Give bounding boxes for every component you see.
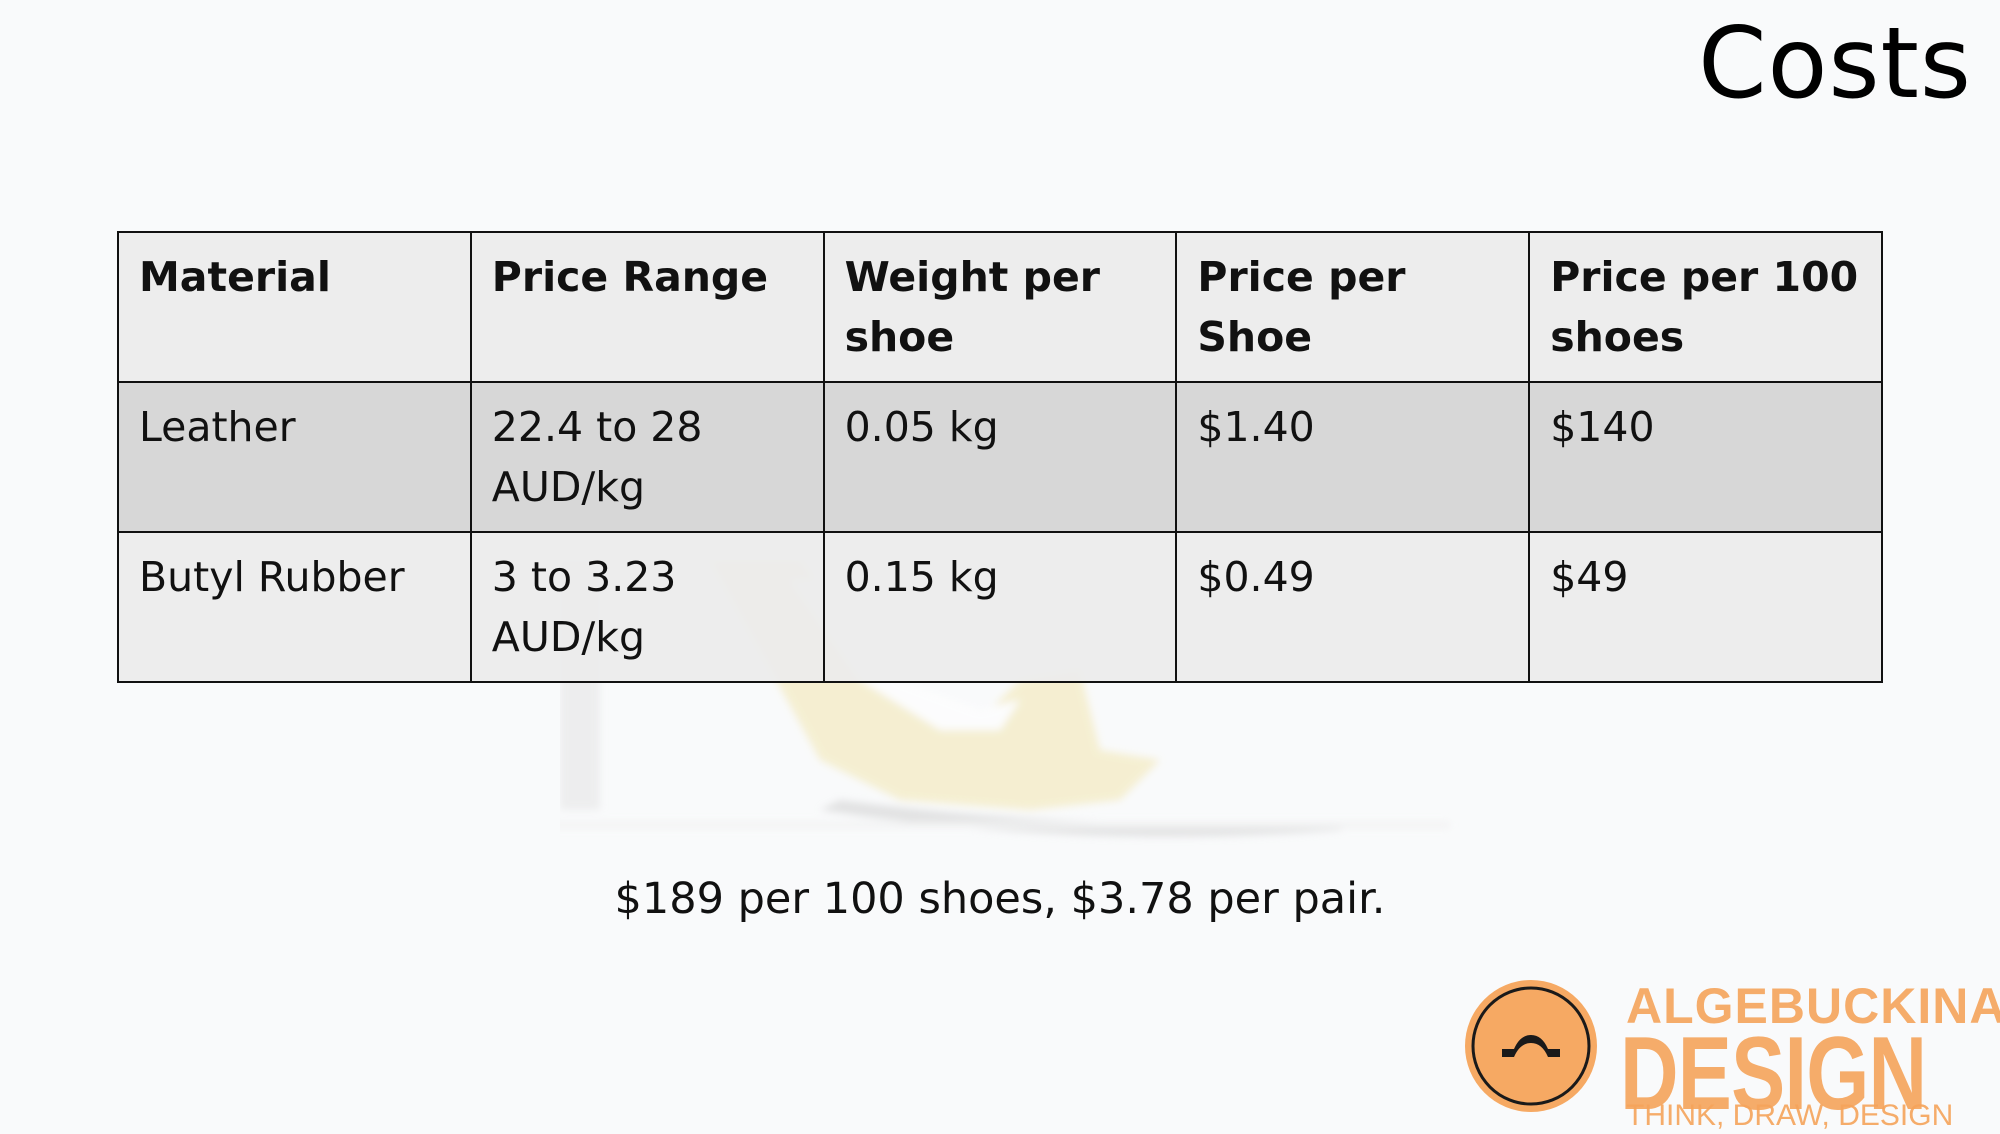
cell-price-per-100: $49 (1528, 531, 1883, 683)
logo-design: DESIGN (1620, 1016, 1927, 1132)
slide-title: Costs (1698, 7, 1972, 121)
cell-weight: 0.05 kg (822, 381, 1178, 533)
cell-price-range: 3 to 3.23 AUD/kg (469, 531, 825, 683)
cell-price-per-100: $140 (1528, 381, 1883, 533)
cost-summary: $189 per 100 shoes, $3.78 per pair. (614, 874, 1386, 924)
shoe-heel-icon (1465, 980, 1597, 1112)
cell-price-range: 22.4 to 28 AUD/kg (469, 381, 825, 533)
table-row: Butyl Rubber 3 to 3.23 AUD/kg 0.15 kg $0… (117, 531, 1883, 683)
cost-table: Material Price Range Weight per shoe Pri… (117, 231, 1883, 683)
table-row: Leather 22.4 to 28 AUD/kg 0.05 kg $1.40 … (117, 381, 1883, 533)
header-material: Material (117, 231, 472, 383)
header-price-range: Price Range (469, 231, 825, 383)
company-logo: ALGEBUCKINA DESIGN THINK, DRAW, DESIGN (1460, 925, 2000, 1132)
header-price-per-shoe: Price per Shoe (1175, 231, 1531, 383)
logo-name: ALGEBUCKINA (1626, 978, 2000, 1034)
table-header-row: Material Price Range Weight per shoe Pri… (117, 231, 1883, 383)
cell-price-per-shoe: $1.40 (1175, 381, 1531, 533)
cell-weight: 0.15 kg (822, 531, 1178, 683)
cell-price-per-shoe: $0.49 (1175, 531, 1531, 683)
cell-material: Butyl Rubber (117, 531, 472, 683)
header-price-per-100-shoes: Price per 100 shoes (1528, 231, 1883, 383)
cell-material: Leather (117, 381, 472, 533)
logo-tagline: THINK, DRAW, DESIGN (1626, 1099, 1954, 1132)
header-weight-per-shoe: Weight per shoe (822, 231, 1178, 383)
